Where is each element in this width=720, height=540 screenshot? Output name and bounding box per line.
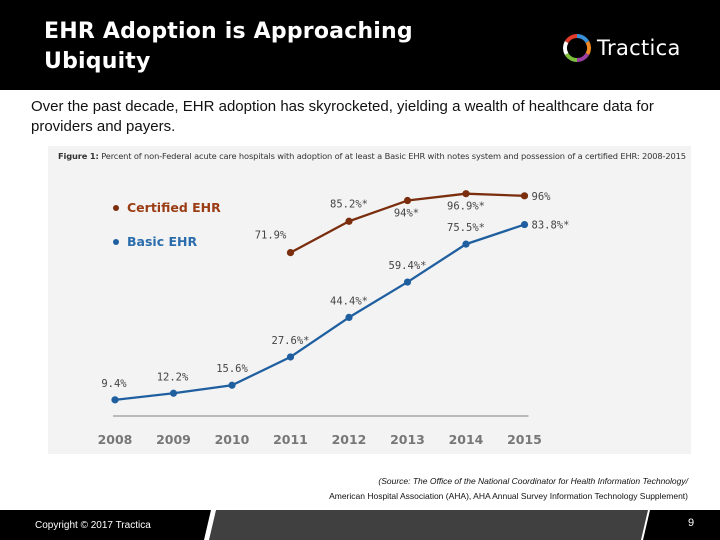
data-label-basic-ehr: 83.8%* [532, 220, 570, 232]
data-label-basic-ehr: 59.4%* [389, 260, 427, 272]
x-tick-label: 2015 [507, 432, 542, 447]
data-point-basic-ehr [345, 313, 353, 321]
x-tick-label: 2013 [390, 432, 425, 447]
x-tick-label: 2011 [273, 432, 308, 447]
data-point-basic-ehr [520, 220, 529, 229]
data-point-certified-ehr [286, 249, 295, 257]
copyright-text: Copyright © 2017 Tractica [35, 520, 151, 531]
data-point-basic-ehr [228, 381, 236, 389]
header-bar: EHR Adoption is Approaching Ubiquity Tra… [0, 0, 720, 90]
figure-caption: Figure 1: Percent of non-Federal acute c… [58, 151, 688, 161]
data-point-certified-ehr [520, 192, 529, 200]
data-point-basic-ehr [403, 278, 412, 286]
data-point-basic-ehr [462, 240, 470, 248]
data-label-certified-ehr: 96.9%* [447, 201, 485, 213]
data-label-certified-ehr: 85.2%* [330, 198, 368, 210]
data-label-basic-ehr: 9.4% [101, 378, 127, 390]
legend-marker-basic-ehr [113, 239, 119, 245]
page-number: 9 [688, 517, 695, 529]
source-line1: (Source: The Office of the National Coor… [378, 476, 688, 486]
logo-text: Tractica [597, 36, 681, 60]
series-line-basic-ehr [114, 223, 525, 401]
x-tick-label: 2010 [215, 432, 250, 447]
data-label-basic-ehr: 75.5%* [447, 222, 485, 234]
data-label-certified-ehr: 71.9% [255, 230, 287, 242]
data-label-basic-ehr: 15.6% [216, 363, 248, 375]
slide-subtitle: Over the past decade, EHR adoption has s… [31, 98, 654, 135]
x-tick-label: 2014 [449, 432, 484, 447]
x-tick-label: 2008 [98, 432, 133, 447]
x-tick-label: 2012 [332, 432, 367, 447]
legend-label-certified-ehr: Certified EHR [127, 200, 221, 215]
tractica-logo: Tractica [563, 33, 681, 63]
legend-label-basic-ehr: Basic EHR [127, 234, 197, 249]
figure-caption-label: Figure 1: [58, 151, 99, 161]
data-point-basic-ehr [169, 389, 178, 397]
slide-title-line2: Ubiquity [44, 49, 151, 74]
line-chart: 2008 2009 2010 2011 2012 2013 2014 2015 Certifie… [98, 190, 570, 447]
tractica-ring-logo-icon [563, 34, 591, 62]
data-point-certified-ehr [403, 196, 412, 205]
legend-marker-certified-ehr [113, 205, 119, 211]
data-point-certified-ehr [345, 217, 353, 225]
x-tick-label: 2009 [156, 432, 191, 447]
slide-title: EHR Adoption is Approaching Ubiquity [44, 17, 464, 77]
data-label-basic-ehr: 44.4%* [330, 295, 368, 307]
figure-caption-text: Percent of non-Federal acute care hospit… [98, 151, 686, 161]
data-label-certified-ehr: 96% [532, 191, 552, 203]
data-point-basic-ehr [286, 353, 295, 361]
data-label-certified-ehr: 94%* [394, 208, 419, 220]
footer-band [204, 510, 650, 540]
slide-title-line1: EHR Adoption is Approaching [44, 19, 413, 44]
footer-bar: Copyright © 2017 Tractica 9 [0, 510, 720, 540]
data-label-basic-ehr: 12.2% [157, 371, 189, 383]
source-note: (Source: The Office of the National Coor… [329, 474, 688, 504]
chart-panel: Figure 1: Percent of non-Federal acute c… [48, 146, 691, 454]
data-point-certified-ehr [462, 190, 470, 198]
source-line2: American Hospital Association (AHA), AHA… [329, 491, 688, 501]
data-point-basic-ehr [111, 396, 119, 404]
data-label-basic-ehr: 27.6%* [272, 335, 310, 347]
